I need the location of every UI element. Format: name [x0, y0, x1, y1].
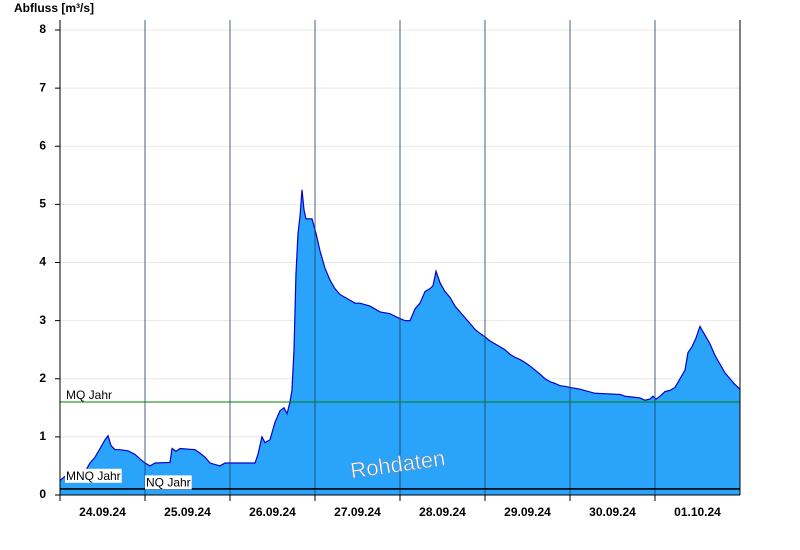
y-axis-label: Abfluss [m³/s]	[14, 1, 94, 15]
y-tick-label: 8	[39, 22, 46, 36]
x-tick-label: 30.09.24	[589, 505, 636, 519]
reference-label: MNQ Jahr	[66, 469, 121, 483]
x-tick-label: 26.09.24	[249, 505, 296, 519]
x-tick-label: 29.09.24	[504, 505, 551, 519]
reference-label: MQ Jahr	[66, 388, 112, 402]
x-tick-label: 27.09.24	[334, 505, 381, 519]
reference-label: NQ Jahr	[146, 475, 191, 489]
y-tick-label: 4	[39, 255, 46, 269]
label-background	[65, 468, 122, 483]
x-tick-label: 28.09.24	[419, 505, 466, 519]
y-tick-label: 6	[39, 138, 46, 152]
y-tick-label: 7	[39, 80, 46, 94]
y-tick-label: 3	[39, 313, 46, 327]
x-tick-label: 01.10.24	[674, 505, 721, 519]
x-tick-label: 24.09.24	[79, 505, 126, 519]
y-tick-label: 0	[39, 487, 46, 501]
y-tick-label: 2	[39, 371, 46, 385]
line	[59, 189, 741, 481]
x-tick-label: 25.09.24	[164, 505, 211, 519]
y-tick-label: 5	[39, 197, 46, 211]
y-tick-label: 1	[39, 429, 46, 443]
label-background	[145, 475, 192, 490]
